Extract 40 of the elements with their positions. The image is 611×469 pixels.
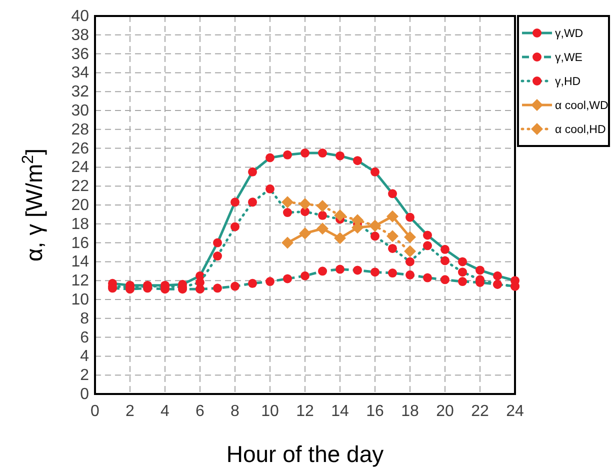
x-tick-label: 4 (160, 403, 170, 420)
y-tick-label: 6 (80, 329, 90, 346)
y-tick-label: 2 (80, 367, 90, 384)
x-tick-label: 12 (296, 403, 314, 420)
y-tick-label: 8 (80, 310, 90, 328)
x-tick-label: 6 (196, 403, 205, 420)
y-tick-label: 38 (71, 26, 90, 44)
legend-label: γ,WE (555, 52, 583, 64)
y-tick-label: 28 (71, 121, 90, 138)
y-tick-label: 34 (71, 64, 90, 82)
x-tick-label: 8 (230, 403, 240, 420)
y-tick-label: 0 (80, 386, 90, 403)
x-tick-label: 18 (401, 403, 419, 420)
y-tick-label: 24 (71, 159, 90, 176)
y-tick-label: 12 (71, 272, 90, 290)
x-tick-label: 14 (331, 403, 349, 420)
x-tick-label: 10 (261, 403, 279, 420)
x-axis-title: Hour of the day (226, 441, 384, 467)
legend-label: α cool,WD (555, 100, 608, 112)
x-tick-label: 0 (90, 403, 100, 420)
y-tick-label: 18 (71, 216, 90, 233)
y-tick-label: 14 (71, 254, 90, 271)
y-tick-label: 20 (71, 197, 90, 214)
x-tick-label: 24 (506, 403, 524, 420)
x-tick-label: 22 (471, 403, 489, 420)
y-tick-label: 40 (71, 8, 90, 25)
x-tick-label: 20 (436, 403, 454, 420)
y-tick-label: 16 (71, 234, 90, 252)
y-tick-label: 26 (71, 140, 90, 158)
x-tick-label: 2 (126, 403, 135, 420)
y-tick-label: 36 (71, 46, 90, 63)
y-tick-label: 30 (71, 102, 90, 120)
legend-label: α cool,HD (555, 124, 606, 136)
y-tick-label: 22 (71, 178, 90, 196)
y-tick-label: 10 (71, 292, 90, 308)
y-tick-label: 32 (71, 84, 90, 101)
legend-label: γ,WD (555, 28, 584, 40)
y-tick-label: 4 (80, 348, 90, 366)
x-tick-label: 16 (366, 403, 384, 420)
legend-label: γ,HD (555, 76, 581, 88)
